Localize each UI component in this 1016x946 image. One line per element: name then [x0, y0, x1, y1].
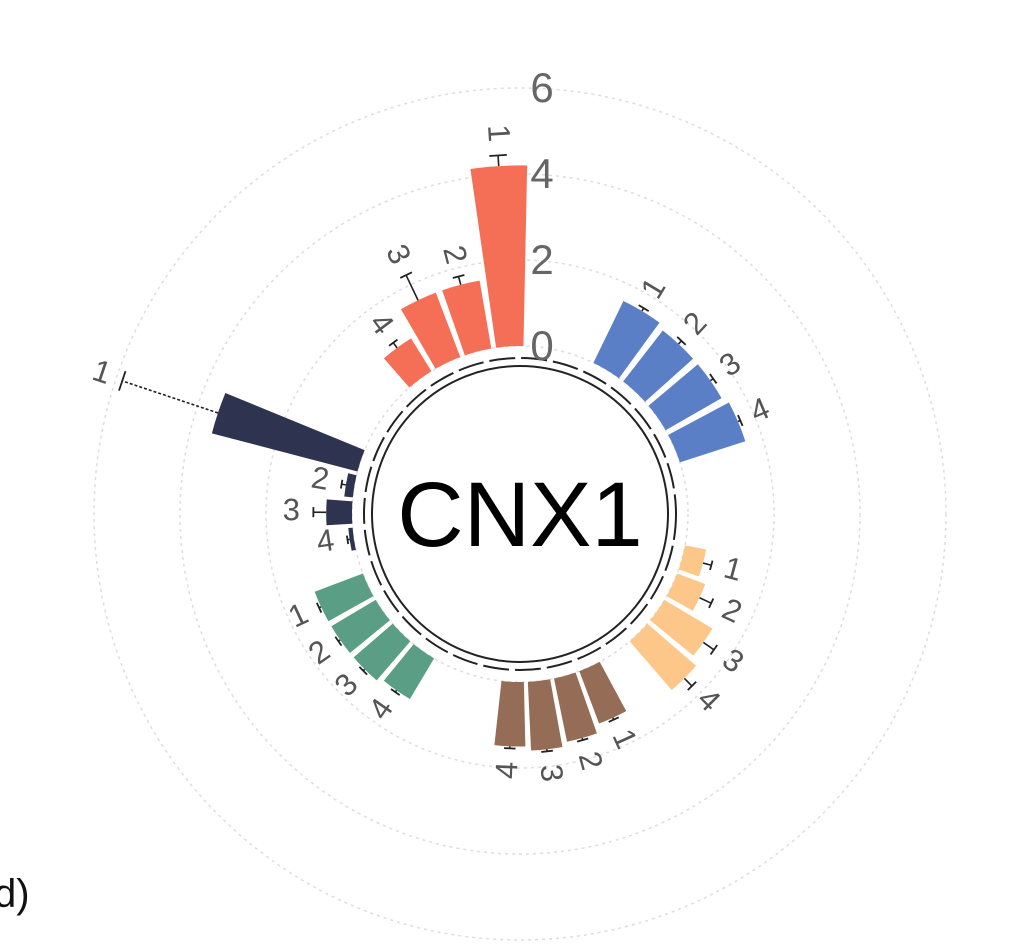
error-bar-group2-2: [699, 596, 712, 604]
center-circle: [371, 365, 669, 663]
grid-ring-1: [265, 259, 775, 769]
inner-ring: [363, 357, 677, 671]
radial-axis: 0 2 4 6: [530, 64, 553, 369]
bar-group4-4: [383, 644, 435, 700]
bar-label-group2-1: 1: [720, 550, 746, 588]
bar-group1-1: [593, 300, 660, 379]
bar-group1-2: [623, 330, 694, 402]
grid-ring-2: [179, 173, 861, 855]
error-bar-group2-1: [702, 562, 712, 567]
bar-group4-2: [331, 599, 390, 653]
error-bar-group2-4: [683, 677, 693, 687]
error-cap-group4-4: [390, 688, 401, 696]
bar-group3-2: [553, 672, 597, 742]
bar-label-group3-2: 2: [572, 748, 610, 774]
error-cap-group4-2: [334, 636, 343, 647]
error-bar-group6-3: [405, 274, 419, 301]
bar-label-group5-2: 2: [309, 460, 332, 497]
bar-group4-3: [353, 623, 411, 681]
bar-group3-1: [579, 661, 627, 724]
bar-group2-3: [650, 599, 713, 656]
bar-label-group6-1: 1: [481, 124, 517, 143]
bar-label-group1-1: 1: [634, 272, 673, 305]
bar-label-group2-4: 4: [691, 681, 728, 718]
bar-group2-2: [666, 573, 706, 611]
radial-tick-label-1: 2: [530, 236, 553, 283]
bar-label-group2-2: 2: [717, 591, 747, 630]
bar-group1-4: [668, 402, 746, 463]
bar-label-group2-3: 3: [716, 641, 750, 680]
error-bar-group6-1: [497, 155, 500, 167]
bar-label-group3-3: 3: [533, 762, 570, 783]
error-cap-group3-1: [608, 716, 620, 723]
error-bar-group5-1: [121, 380, 219, 414]
radial-tick-label-0: 0: [530, 322, 553, 369]
error-cap-group1-1: [638, 304, 650, 312]
bar-label-group6-3: 3: [379, 239, 418, 270]
error-cap-group4-3: [358, 666, 368, 676]
bar-label-group3-4: 4: [489, 761, 525, 780]
grid-ring-3: [93, 87, 947, 941]
error-cap-group4-1: [315, 602, 323, 613]
error-bar-group6-2: [457, 276, 462, 285]
error-cap-group3-3: [541, 749, 553, 753]
error-cap-group2-2: [708, 598, 715, 609]
error-cap-group2-1: [709, 560, 714, 571]
radial-tick-label-3: 6: [530, 64, 553, 111]
bar-group2-1: [678, 545, 707, 577]
bar-label-group6-2: 2: [436, 242, 474, 267]
error-cap-group2-4: [687, 681, 697, 691]
error-cap-group2-3: [709, 644, 718, 656]
bar-label-group5-4: 4: [314, 522, 336, 559]
bar-group6-1: [470, 165, 528, 348]
error-cap-group6-2: [452, 274, 465, 279]
bar-label-group4-3: 3: [328, 666, 365, 703]
bar-label-group1-2: 2: [676, 305, 713, 341]
error-cap-group1-2: [676, 336, 687, 346]
panel-label: d): [0, 872, 30, 916]
bar-label-group5-3: 3: [283, 492, 301, 527]
bar-group4-1: [314, 573, 374, 622]
bar-label-group3-1: 1: [605, 724, 644, 754]
bar-group6-4: [383, 338, 432, 388]
bar-group3-4: [494, 680, 526, 747]
center-label: CNX1: [397, 464, 642, 566]
error-cap-group6-1: [489, 153, 507, 157]
bar-label-group5-1: 1: [88, 352, 115, 391]
bar-group6-3: [400, 292, 461, 369]
radial-tick-label-2: 4: [530, 150, 553, 197]
bar-group5-2: [344, 473, 357, 498]
error-cap-group1-4: [737, 414, 744, 427]
bar-group6-2: [442, 280, 492, 356]
bar-group1-3: [648, 364, 722, 431]
bars: [118, 153, 746, 753]
error-bar-group2-3: [702, 641, 715, 651]
error-bar-group6-4: [392, 342, 398, 349]
bar-group5-1: [211, 393, 365, 472]
error-cap-group6-3: [399, 271, 413, 279]
bar-group5-4: [348, 527, 356, 551]
bar-label-group1-4: 4: [745, 390, 775, 429]
error-cap-group5-1: [118, 370, 127, 391]
error-cap-group3-4: [504, 747, 516, 750]
bar-label-group1-3: 3: [713, 345, 747, 384]
bar-label-group6-4: 4: [363, 306, 401, 341]
bar-label-group4-4: 4: [361, 692, 400, 726]
error-cap-group5-2: [340, 479, 344, 489]
error-cap-group6-4: [388, 338, 398, 347]
bar-group2-4: [629, 623, 697, 691]
bar-group3-3: [527, 679, 563, 751]
error-cap-group1-3: [709, 373, 718, 384]
bar-group5-3: [326, 499, 353, 526]
center: CNX1: [371, 365, 669, 663]
error-cap-group5-4: [345, 535, 350, 545]
error-cap-group3-2: [576, 737, 589, 743]
